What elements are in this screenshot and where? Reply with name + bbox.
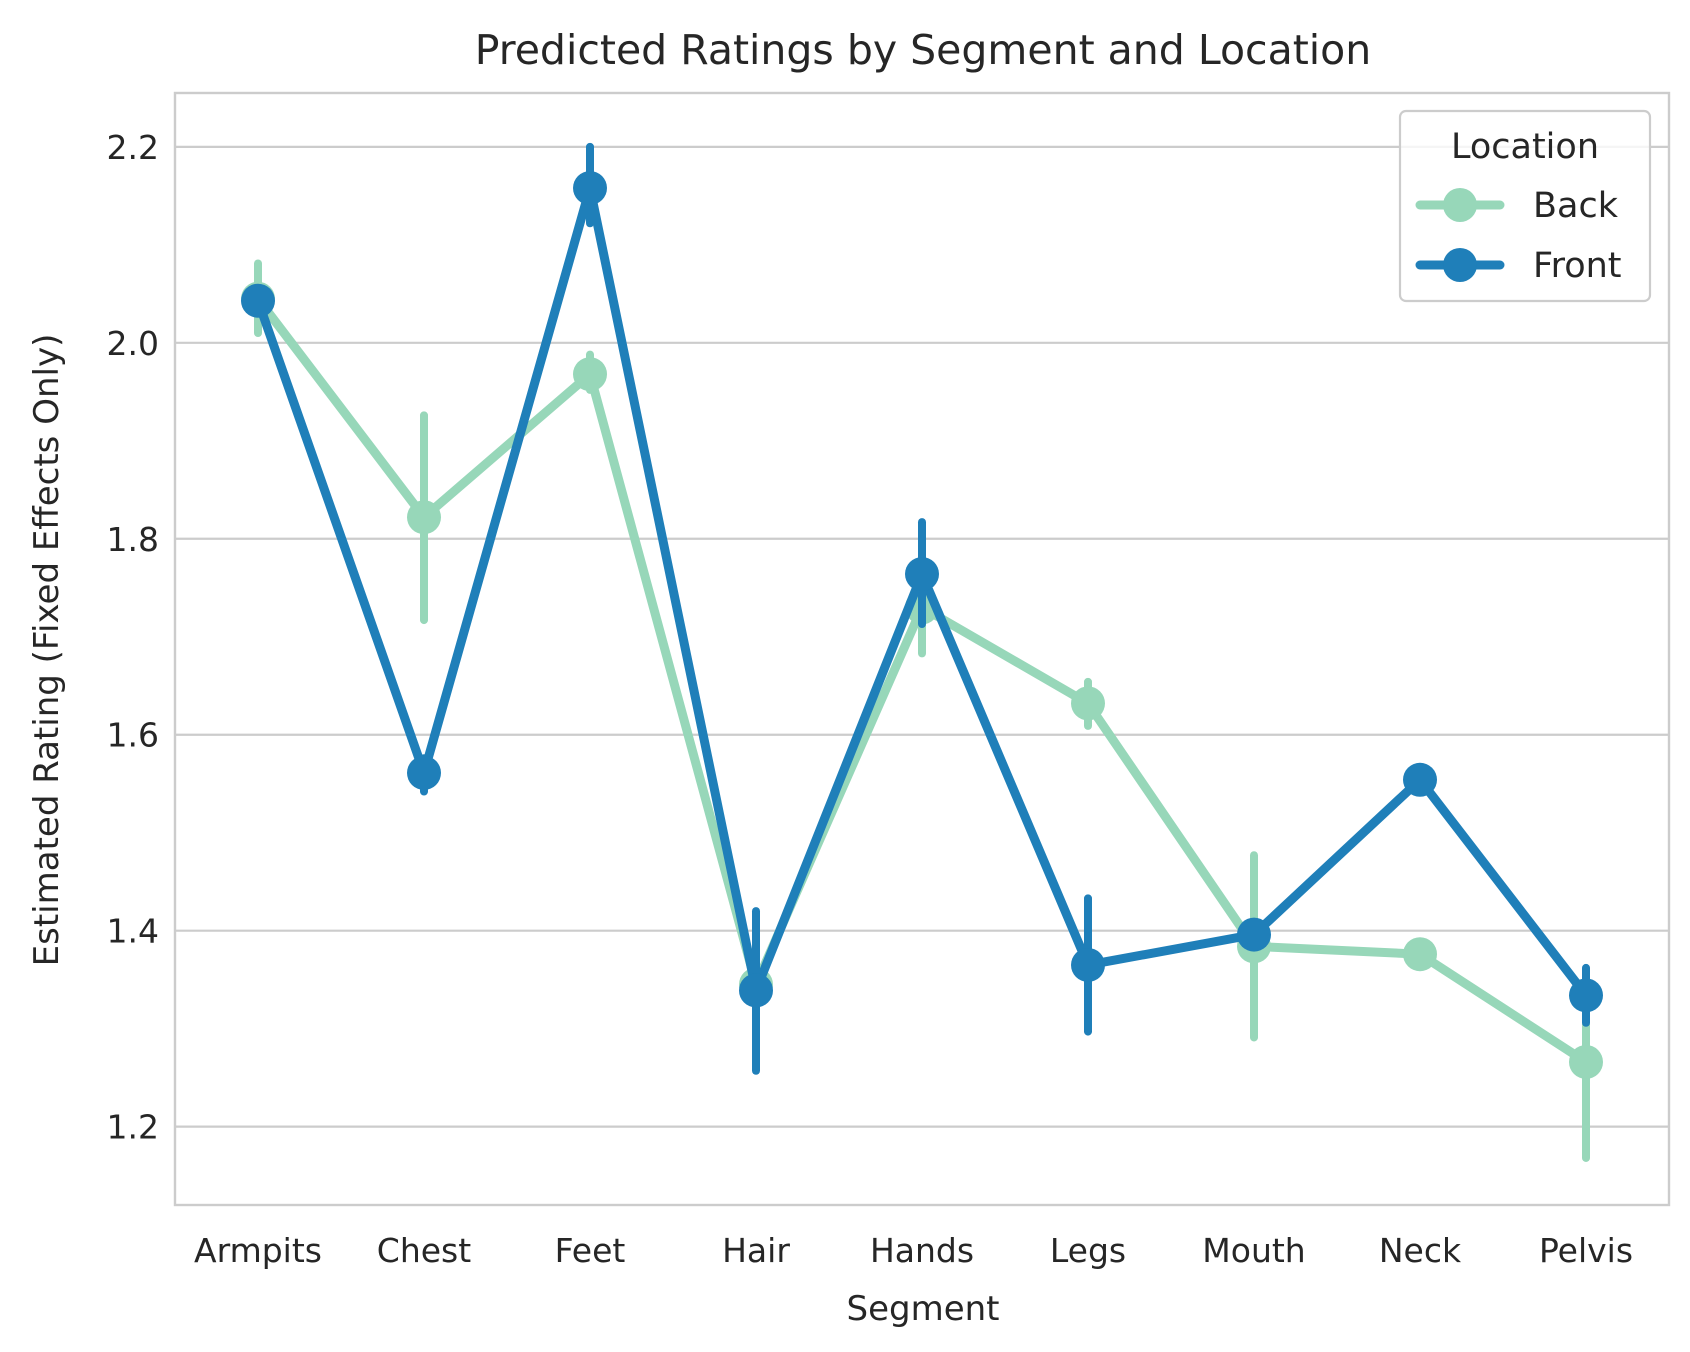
- y-tick-label: 2.0: [107, 324, 159, 363]
- data-point[interactable]: [573, 357, 607, 392]
- legend-swatch-marker: [1443, 248, 1477, 282]
- data-point[interactable]: [739, 973, 773, 1008]
- data-point[interactable]: [1237, 917, 1271, 952]
- legend-swatch-marker: [1443, 188, 1477, 222]
- y-axis-ticks: 1.2 1.4 1.6 1.8 2.0 2.2: [107, 128, 159, 1147]
- x-tick-label: Feet: [555, 1231, 626, 1270]
- x-tick-label: Mouth: [1202, 1231, 1305, 1270]
- x-tick-label: Hair: [722, 1231, 790, 1270]
- data-point[interactable]: [1071, 947, 1105, 982]
- x-tick-label: Hands: [870, 1231, 974, 1270]
- legend-title: Location: [1451, 127, 1599, 167]
- data-point[interactable]: [1403, 937, 1437, 972]
- x-tick-label: Armpits: [194, 1231, 322, 1270]
- series: [241, 142, 1603, 1162]
- legend-item-front[interactable]: Front: [1415, 246, 1622, 286]
- y-tick-label: 2.2: [107, 128, 159, 167]
- data-point[interactable]: [407, 500, 441, 535]
- x-axis-label: Segment: [847, 1289, 1000, 1329]
- plot-frame: [173, 91, 1671, 1207]
- data-point[interactable]: [407, 755, 441, 790]
- x-axis-ticks: Armpits Chest Feet Hair Hands Legs Mouth Neck Pe…: [194, 1231, 1633, 1270]
- data-point[interactable]: [241, 283, 275, 318]
- data-point[interactable]: [1569, 978, 1603, 1013]
- series-front: [241, 142, 1603, 1075]
- legend-label: Back: [1533, 186, 1619, 226]
- y-tick-label: 1.2: [107, 1108, 159, 1147]
- data-point[interactable]: [905, 557, 939, 592]
- x-tick-label: Pelvis: [1539, 1231, 1633, 1270]
- data-point[interactable]: [573, 171, 607, 206]
- y-tick-label: 1.8: [107, 520, 159, 559]
- x-tick-label: Neck: [1379, 1231, 1462, 1270]
- y-axis-label: Estimated Rating (Fixed Effects Only): [27, 334, 67, 967]
- y-tick-label: 1.4: [107, 912, 159, 951]
- data-point[interactable]: [1403, 762, 1437, 797]
- legend-items: Back Front: [1415, 186, 1622, 286]
- x-tick-label: Chest: [377, 1231, 471, 1270]
- data-point[interactable]: [1569, 1044, 1603, 1079]
- legend[interactable]: Location Back Front: [1398, 109, 1652, 303]
- data-point[interactable]: [1071, 686, 1105, 721]
- y-tick-label: 1.6: [107, 716, 159, 755]
- chart-title: Predicted Ratings by Segment and Locatio…: [475, 26, 1372, 74]
- x-tick-label: Legs: [1050, 1231, 1126, 1270]
- legend-label: Front: [1533, 246, 1622, 286]
- legend-item-back[interactable]: Back: [1415, 186, 1619, 226]
